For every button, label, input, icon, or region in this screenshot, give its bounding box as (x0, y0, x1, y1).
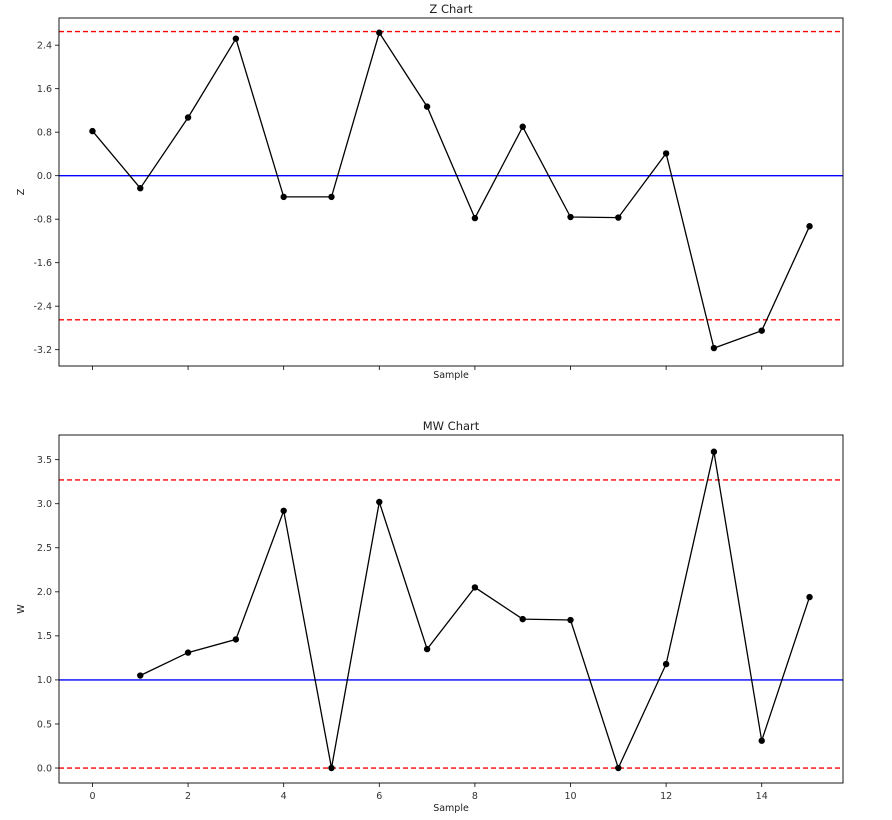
data-point (662, 150, 670, 157)
y-tick-label: 2.5 (37, 543, 52, 554)
y-tick-label: -1.6 (33, 258, 52, 269)
data-point (806, 223, 813, 230)
x-axis-label: Sample (433, 803, 469, 814)
data-point (232, 636, 240, 643)
y-tick-label: -3.2 (33, 345, 52, 356)
x-tick-label: 8 (472, 791, 478, 802)
data-point (328, 764, 335, 772)
x-tick-label: 14 (756, 791, 768, 802)
x-tick-label: 4 (281, 791, 287, 802)
series-line (92, 31, 811, 349)
data-point (280, 507, 287, 514)
mw-chart-panel: MW Chart 0.0 0.5 1.0 1.5 2.0 2.5 3.0 3.5 0 2 4 6 8 10 1… (16, 419, 844, 814)
y-tick-label: 0.5 (37, 719, 52, 730)
data-point (519, 615, 526, 623)
chart-title: Z Chart (429, 2, 473, 16)
data-point (137, 184, 144, 192)
data-point (328, 193, 335, 201)
data-point (758, 737, 765, 744)
chart-title: MW Chart (423, 419, 480, 433)
data-point (89, 127, 96, 135)
y-tick-label: 2.4 (37, 40, 52, 51)
y-axis-label: Z (16, 188, 27, 195)
data-point (567, 616, 574, 624)
x-axis-label: Sample (433, 370, 469, 381)
data-point (376, 498, 383, 506)
data-point (710, 448, 718, 455)
y-tick-label: 0.0 (37, 763, 52, 774)
z-chart-panel: Z Chart -3.2 -2.4 -1.6 -0.8 0.0 0.8 1.6 2.4 Sampl… (16, 2, 844, 381)
data-point (184, 649, 192, 656)
y-tick-label: 3.5 (37, 455, 52, 466)
data-point (376, 29, 383, 36)
y-tick-label: -0.8 (33, 214, 52, 225)
data-point (137, 672, 144, 679)
plot-frame (58, 17, 844, 367)
data-point (758, 327, 765, 334)
y-tick-label: 1.0 (37, 675, 52, 686)
x-tick-label: 12 (660, 791, 672, 802)
data-point (280, 193, 287, 201)
data-point (806, 593, 813, 601)
data-point (423, 645, 431, 653)
data-point (232, 35, 240, 42)
y-tick-label: 0.8 (37, 127, 52, 138)
y-tick-label: 0.0 (37, 171, 52, 182)
x-tick-label: 2 (185, 791, 191, 802)
x-tick-label: 6 (376, 791, 382, 802)
y-tick-label: 1.6 (37, 84, 52, 95)
y-axis-label: W (16, 604, 27, 614)
plot-frame (58, 434, 844, 784)
data-point (423, 103, 431, 110)
data-point (184, 114, 192, 121)
y-tick-label: -2.4 (33, 301, 52, 312)
data-point (471, 584, 479, 591)
series-line (140, 451, 811, 770)
data-point (519, 123, 526, 130)
data-point (567, 213, 574, 221)
data-point (662, 660, 670, 668)
y-tick-label: 1.5 (37, 631, 52, 642)
x-tick-label: 10 (564, 791, 576, 802)
x-tick-label: 0 (89, 791, 95, 802)
data-point (615, 214, 622, 221)
data-point (471, 214, 479, 222)
data-point (710, 344, 718, 352)
y-tick-label: 3.0 (37, 499, 52, 510)
y-tick-label: 2.0 (37, 587, 52, 598)
data-point (615, 764, 622, 772)
